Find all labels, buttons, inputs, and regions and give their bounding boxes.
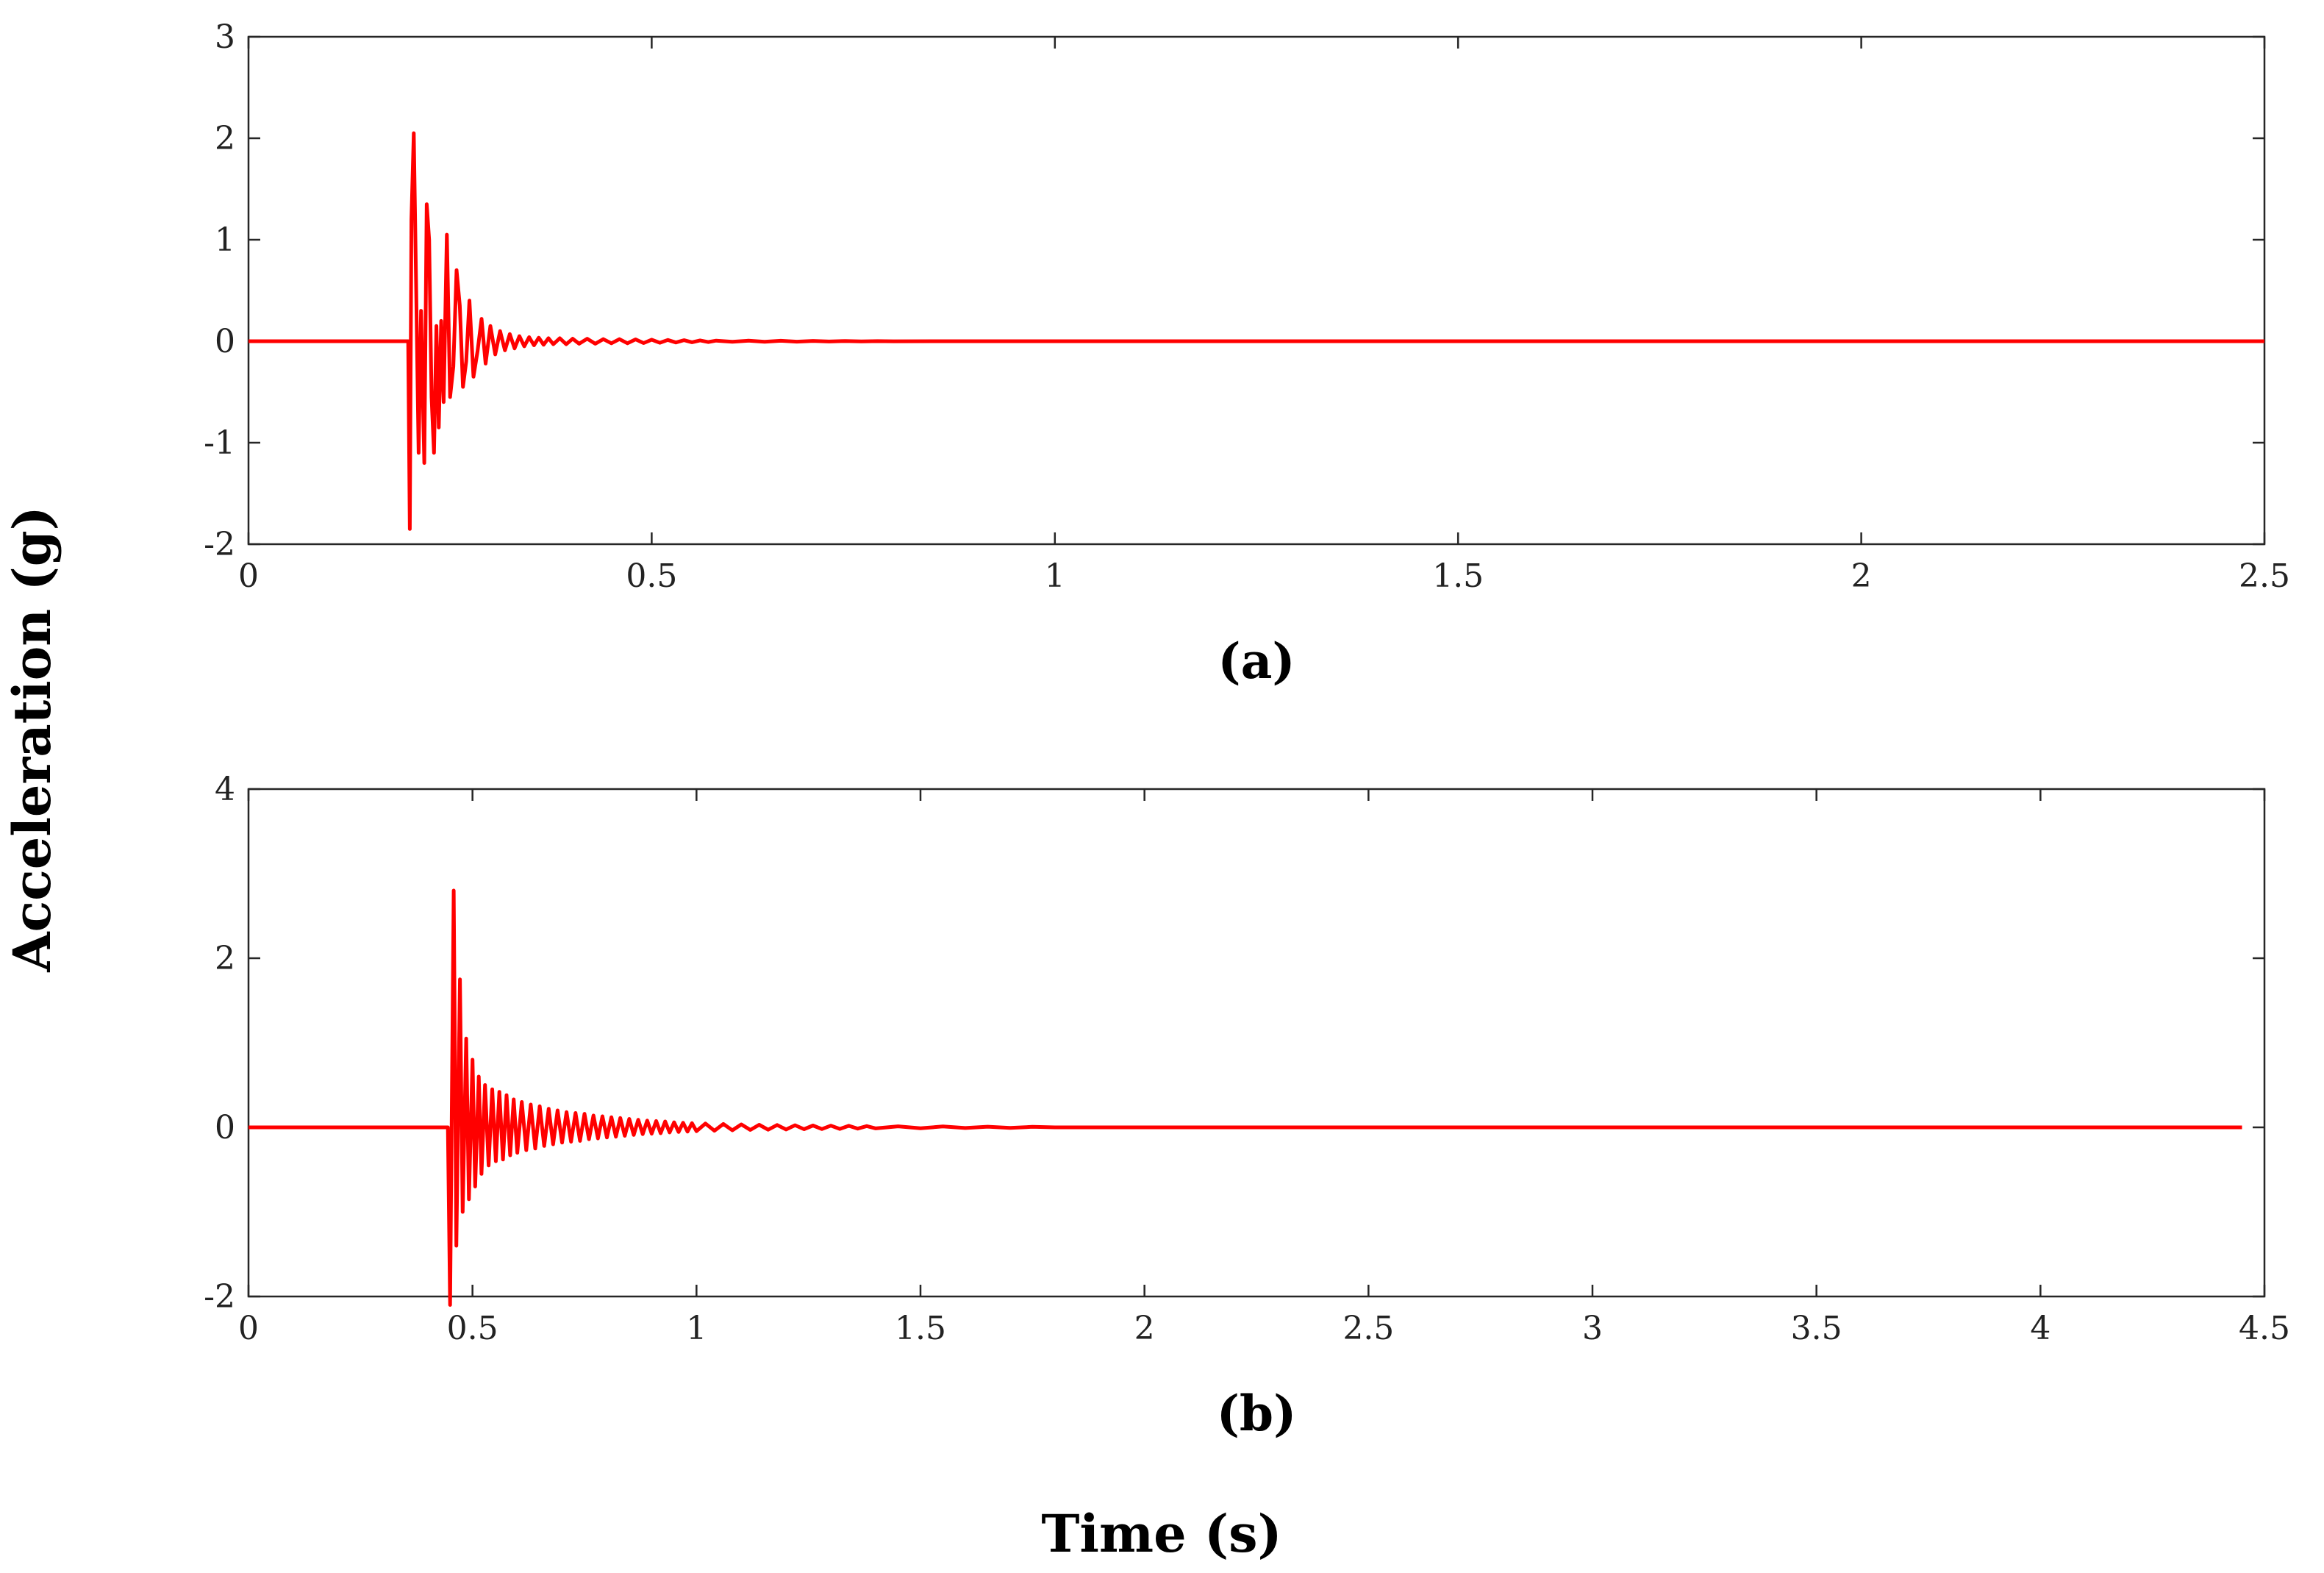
chart-a-frame [247,35,2266,546]
chart-b-y-tick-label: 0 [215,1109,235,1146]
chart-b-x-tick-label: 4.5 [2239,1310,2290,1347]
chart-a: 0 0.5 1 1.5 2 2.5 -2 -1 0 1 2 3 (a) [204,18,2290,690]
chart-b-x-tick-label: 4 [2030,1310,2051,1347]
chart-b-y-tick-label: 4 [215,771,235,808]
chart-a-ticks: 0 0.5 1 1.5 2 2.5 -2 -1 0 1 2 3 [204,18,2290,595]
chart-a-series-line [249,131,2264,531]
y-axis-title: Acceleration (g) [1,506,62,973]
chart-a-x-tick-label: 1 [1045,557,1065,595]
chart-b-y-tick-label: 2 [215,940,235,977]
chart-a-y-tick-label: -1 [204,424,235,462]
chart-b-x-tick-label: 3 [1582,1310,1603,1347]
chart-a-x-tick-label: 0 [238,557,259,595]
chart-b-x-tick-label: 3.5 [1791,1310,1842,1347]
chart-a-x-tick-label: 2.5 [2239,557,2290,595]
chart-b-frame [247,788,2266,1298]
chart-b-x-tick-label: 0 [238,1310,259,1347]
chart-a-x-tick-label: 1.5 [1432,557,1484,595]
chart-a-y-tick-label: 3 [215,18,235,56]
chart-b-series-line [249,888,2242,1307]
chart-a-x-tick-label: 0.5 [626,557,677,595]
x-axis-title: Time (s) [1041,1503,1281,1564]
chart-a-y-tick-label: 2 [215,120,235,157]
chart-b-caption: (b) [1217,1385,1297,1442]
chart-b-y-tick-label: -2 [204,1278,235,1316]
chart-a-x-tick-label: 2 [1851,557,1872,595]
chart-b-x-tick-label: 0.5 [447,1310,498,1347]
chart-b-x-tick-label: 2.5 [1342,1310,1394,1347]
chart-b-x-tick-label: 1 [686,1310,707,1347]
chart-b-x-tick-label: 2 [1134,1310,1155,1347]
chart-b-x-tick-label: 1.5 [895,1310,946,1347]
chart-a-y-tick-label: 0 [215,323,235,360]
chart-a-caption: (a) [1218,632,1295,690]
chart-a-y-tick-label: -2 [204,526,235,563]
chart-a-y-tick-label: 1 [215,221,235,259]
